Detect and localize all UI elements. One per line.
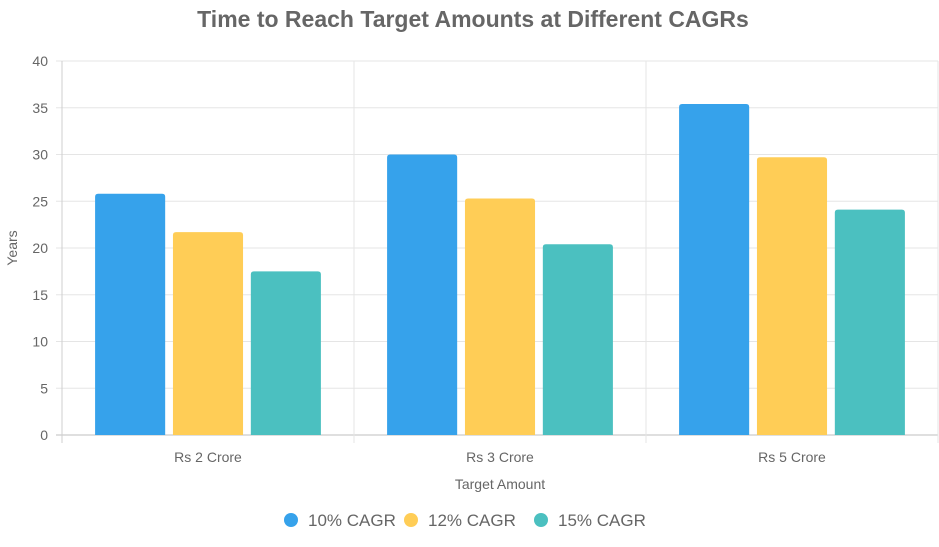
bar-series-1-category-2: [387, 154, 458, 435]
bar-series-3-category-2: [542, 244, 613, 435]
y-tick-label: 30: [32, 147, 48, 163]
bars: [95, 104, 905, 435]
legend-marker: [404, 513, 418, 527]
legend-marker: [534, 513, 548, 527]
bar-series-3-category-3: [834, 209, 905, 435]
bar-series-2-category-2: [464, 198, 536, 435]
legend: 10% CAGR 12% CAGR 15% CAGR: [284, 511, 646, 530]
x-tick-label: Rs 2 Crore: [174, 449, 242, 465]
y-tick-label: 20: [32, 240, 48, 256]
y-tick-label: 15: [32, 287, 48, 303]
bar-series-1-category-3: [679, 104, 750, 435]
y-tick-label: 25: [32, 193, 48, 209]
legend-label: 15% CAGR: [558, 511, 646, 530]
bar-series-2-category-1: [172, 232, 244, 435]
legend-marker: [284, 513, 298, 527]
bar-series-3-category-1: [250, 271, 321, 435]
bar-series-1-category-1: [95, 193, 166, 435]
x-tick-label: Rs 5 Crore: [758, 449, 826, 465]
y-tick-label: 10: [32, 334, 48, 350]
y-tick-label: 35: [32, 100, 48, 116]
chart-title: Time to Reach Target Amounts at Differen…: [197, 6, 749, 32]
x-axis-title: Target Amount: [455, 476, 545, 492]
axes: 0 5 10 15 20 25 30 35 40 Rs 2 Crore Rs 3 Crore Rs 5…: [32, 53, 826, 465]
y-axis-title: Years: [4, 230, 20, 265]
y-tick-label: 0: [40, 427, 48, 443]
y-tick-label: 5: [40, 380, 48, 396]
legend-label: 10% CAGR: [308, 511, 396, 530]
legend-label: 12% CAGR: [428, 511, 516, 530]
y-tick-label: 40: [32, 53, 48, 69]
x-tick-label: Rs 3 Crore: [466, 449, 534, 465]
bar-series-2-category-3: [756, 157, 828, 435]
